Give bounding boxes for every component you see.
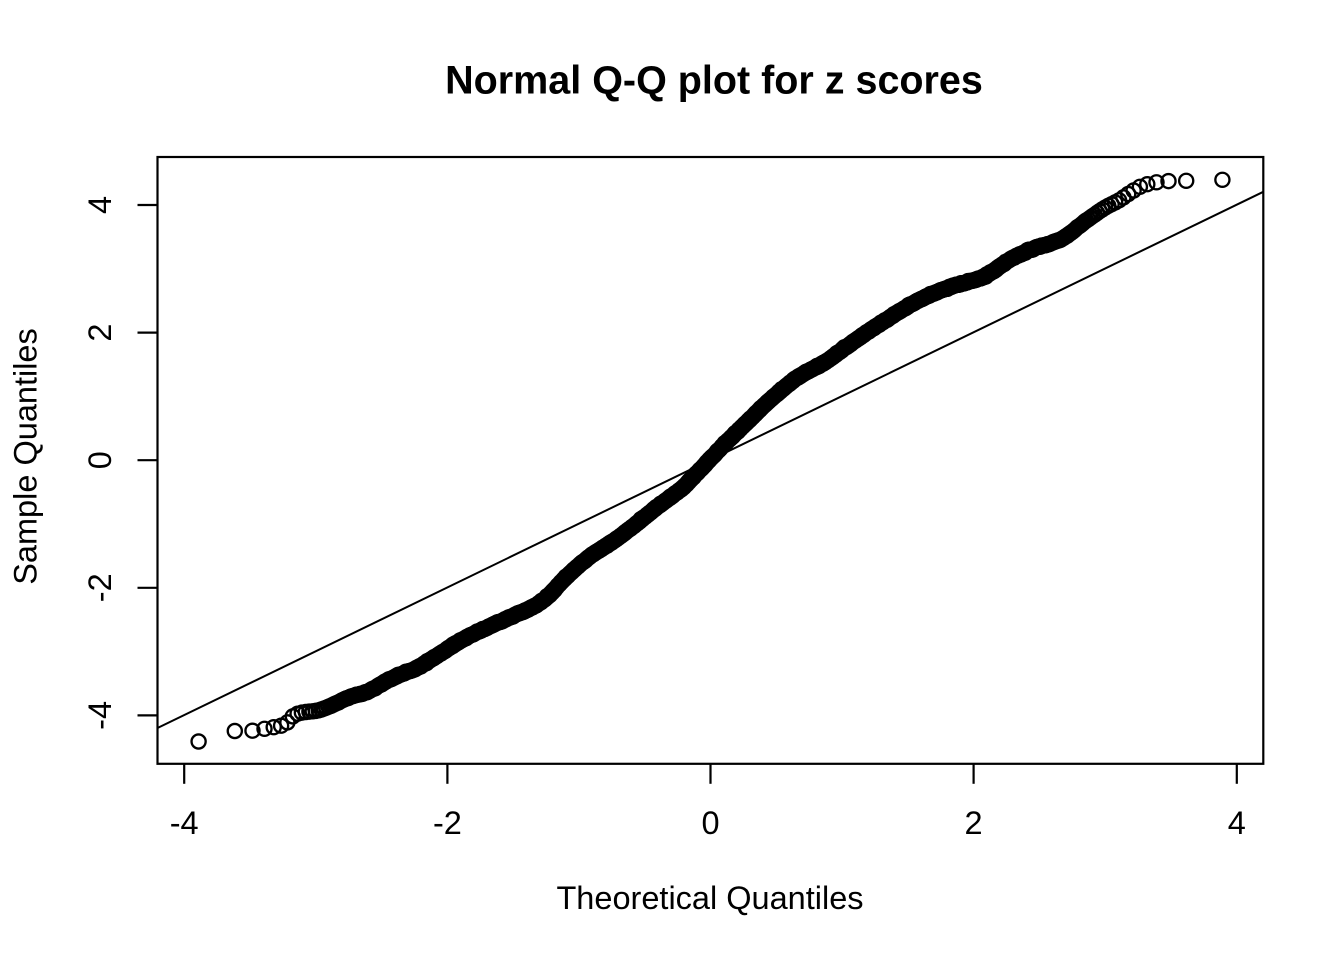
svg-text:0: 0 xyxy=(701,805,719,841)
svg-text:Sample Quantiles: Sample Quantiles xyxy=(8,328,44,585)
svg-text:2: 2 xyxy=(965,805,983,841)
svg-text:-2: -2 xyxy=(82,573,118,602)
svg-text:4: 4 xyxy=(1228,805,1246,841)
svg-text:4: 4 xyxy=(82,196,118,214)
svg-text:Normal Q-Q plot for z scores: Normal Q-Q plot for z scores xyxy=(445,59,983,103)
svg-text:Theoretical Quantiles: Theoretical Quantiles xyxy=(556,880,863,916)
svg-text:-4: -4 xyxy=(82,701,118,730)
svg-text:-2: -2 xyxy=(433,805,462,841)
svg-text:-4: -4 xyxy=(170,805,199,841)
svg-text:2: 2 xyxy=(82,324,118,342)
svg-text:0: 0 xyxy=(82,451,118,469)
